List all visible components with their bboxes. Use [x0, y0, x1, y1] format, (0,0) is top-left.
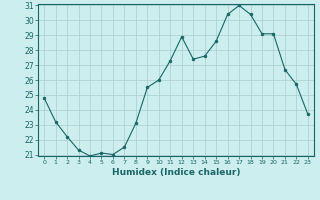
X-axis label: Humidex (Indice chaleur): Humidex (Indice chaleur) [112, 168, 240, 177]
